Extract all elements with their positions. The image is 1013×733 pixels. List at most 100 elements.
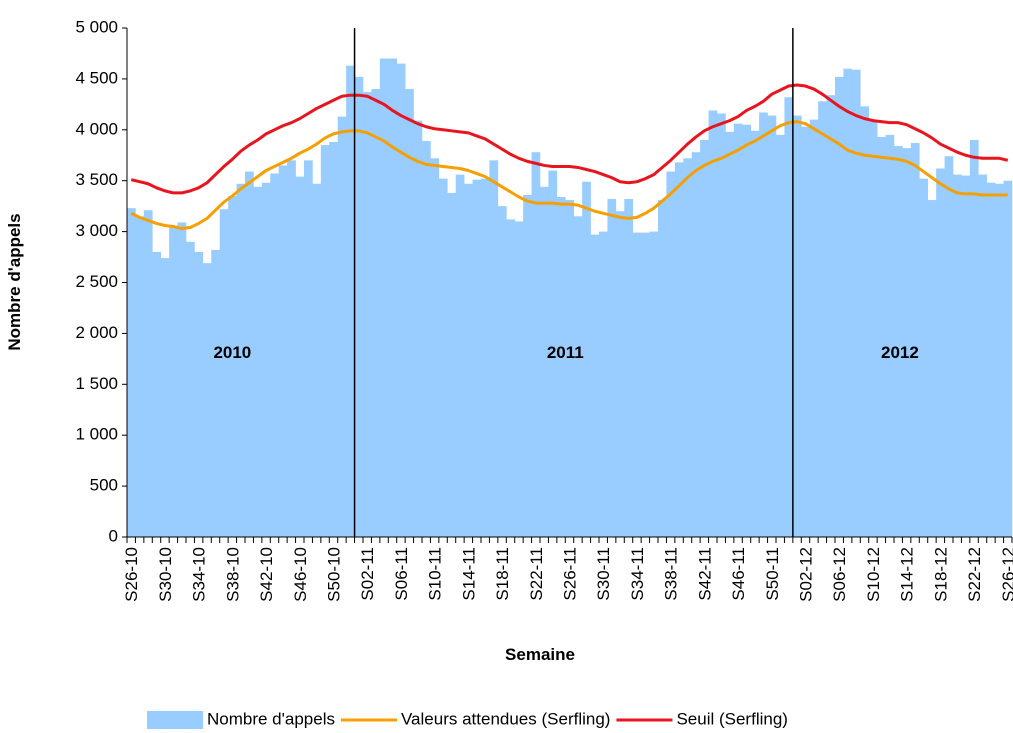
bar: [127, 208, 136, 537]
bar: [177, 222, 187, 538]
bar: [261, 182, 271, 537]
x-axis-title: Semaine: [505, 645, 575, 664]
bar: [826, 95, 836, 538]
bar: [346, 65, 355, 537]
bar: [371, 89, 381, 537]
x-tick-label: S06-11: [392, 547, 411, 601]
bar: [776, 134, 785, 537]
legend-label: Nombre d'appels: [207, 709, 335, 728]
bar: [995, 183, 1004, 537]
x-tick-label: S02-11: [358, 547, 377, 601]
x-tick-label: S26-12: [999, 547, 1013, 602]
x-tick-label: S26-11: [561, 547, 580, 601]
bar: [750, 130, 760, 537]
y-tick-label: 3 000: [75, 221, 118, 240]
annotation: 2012: [881, 343, 919, 362]
bar: [885, 134, 895, 537]
bar: [565, 200, 575, 538]
bar: [514, 221, 524, 538]
bar: [784, 97, 794, 537]
bar: [245, 171, 254, 537]
x-tick-label: S14-12: [898, 547, 917, 602]
bar: [868, 121, 878, 537]
bar: [481, 178, 490, 537]
bar: [700, 139, 709, 538]
legend-label: Valeurs attendues (Serfling): [401, 709, 610, 728]
bar: [464, 183, 473, 537]
x-tick-label: S06-12: [830, 547, 849, 602]
bar: [818, 101, 827, 538]
x-tick-label: S02-12: [797, 547, 816, 602]
bar: [438, 178, 448, 537]
bar: [658, 200, 667, 538]
bar: [919, 178, 929, 537]
bar: [202, 263, 212, 537]
x-tick-label: S42-10: [257, 547, 276, 602]
bar: [304, 160, 313, 537]
y-tick-label: 5 000: [75, 17, 118, 36]
line: [130, 120, 1008, 231]
bar: [548, 170, 558, 537]
bar: [211, 249, 221, 537]
x-tick-label: S46-11: [729, 547, 748, 601]
x-tick-label: S14-11: [459, 547, 478, 601]
bar: [556, 196, 566, 537]
bar: [843, 68, 853, 537]
bar: [354, 76, 364, 537]
x-tick-label: S18-12: [931, 547, 950, 602]
bar: [894, 146, 903, 537]
x-tick-label: S34-10: [190, 547, 209, 602]
y-axis-title: Nombre d'appels: [5, 213, 24, 350]
y-tick-label: 4 000: [75, 119, 118, 138]
annotation: 2010: [213, 343, 251, 362]
bar: [649, 231, 659, 537]
x-tick-label: S10-12: [864, 547, 883, 602]
annotation: 2011: [547, 343, 584, 362]
bar: [228, 195, 237, 537]
bar: [792, 115, 802, 537]
bar: [835, 76, 844, 537]
x-tick-label: S30-10: [156, 547, 175, 602]
bar: [666, 171, 676, 537]
bar: [523, 194, 532, 537]
y-tick-label: 3 500: [75, 170, 118, 189]
bar: [388, 58, 398, 537]
bar: [278, 165, 288, 537]
bar: [573, 216, 583, 537]
bar: [447, 192, 457, 537]
x-tick-label: S10-11: [426, 547, 445, 601]
bar: [295, 176, 305, 538]
bar: [742, 124, 752, 538]
bar: [683, 158, 693, 537]
bar: [540, 186, 549, 538]
x-tick-label: S22-12: [965, 547, 984, 602]
bar: [877, 136, 886, 537]
bar: [455, 174, 465, 538]
bar: [497, 206, 507, 537]
bar: [759, 112, 768, 537]
bar: [902, 148, 912, 537]
bar: [986, 182, 996, 537]
legend-label: Seuil (Serfling): [676, 709, 788, 728]
bar: [632, 232, 642, 538]
bar: [270, 173, 280, 537]
bar: [194, 251, 204, 537]
bar: [725, 131, 735, 537]
x-tick-label: S34-11: [628, 547, 647, 601]
bar: [691, 152, 701, 538]
bar: [590, 234, 600, 538]
bar: [160, 258, 170, 537]
x-tick-label: S22-11: [527, 547, 546, 601]
y-tick-label: 500: [90, 476, 118, 495]
y-tick-label: 1 500: [75, 374, 118, 393]
x-tick-label: S38-11: [662, 547, 681, 601]
bar: [910, 143, 920, 537]
bar: [312, 183, 322, 537]
bar: [472, 179, 482, 537]
bar: [396, 63, 406, 537]
bar: [430, 158, 440, 537]
bar: [169, 225, 178, 537]
y-tick-label: 1 000: [75, 425, 118, 444]
line: [130, 83, 1009, 195]
bar: [506, 219, 516, 537]
